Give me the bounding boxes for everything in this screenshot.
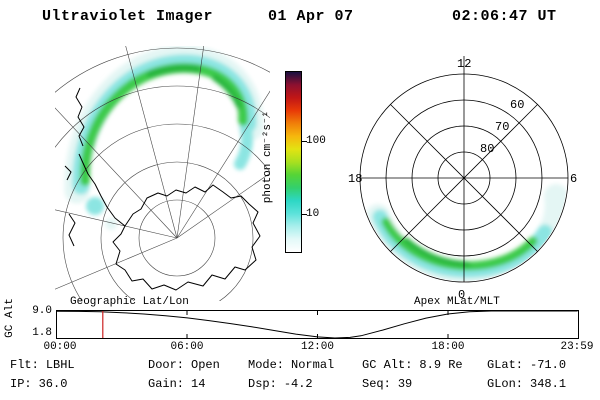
status-door-label: Door: bbox=[148, 358, 185, 372]
chart-frame bbox=[56, 310, 579, 339]
aurora-geographic bbox=[64, 46, 264, 230]
status-flt-value: LBHL bbox=[45, 358, 75, 372]
header-date: 01 Apr 07 bbox=[268, 8, 354, 25]
status-flt-label: Flt: bbox=[10, 358, 39, 372]
xtick-1800: 18:00 bbox=[431, 341, 465, 353]
polar-labels: 12 18 6 0 60 70 80 bbox=[348, 57, 577, 302]
xtick-0600: 06:00 bbox=[170, 341, 204, 353]
status-gain-label: Gain: bbox=[148, 377, 185, 391]
mlat-label-60: 60 bbox=[510, 98, 524, 112]
gc-alt-curve bbox=[56, 310, 578, 339]
geographic-grid bbox=[55, 46, 270, 301]
status-seq: Seq: 39 bbox=[362, 377, 412, 391]
status-door-value: Open bbox=[191, 358, 220, 372]
colorbar-tick-100-mark bbox=[302, 141, 307, 142]
header-time: 02:06:47 UT bbox=[452, 8, 557, 25]
status-glat-label: GLat: bbox=[487, 358, 524, 372]
aurora-polar bbox=[366, 184, 567, 281]
x-axis-ticks bbox=[186, 311, 449, 338]
geographic-map-panel bbox=[55, 46, 270, 301]
mlt-label-0: 0 bbox=[458, 288, 465, 302]
status-glon-value: 348.1 bbox=[530, 377, 567, 391]
colorbar-gradient bbox=[285, 71, 302, 253]
status-gain: Gain: 14 bbox=[148, 377, 205, 391]
mlat-label-80: 80 bbox=[480, 142, 494, 156]
status-gcalt-value: 8.9 Re bbox=[419, 358, 463, 372]
status-ip-value: 36.0 bbox=[38, 377, 68, 391]
status-ip: IP: 36.0 bbox=[10, 377, 67, 391]
status-door: Door: Open bbox=[148, 358, 220, 372]
left-panel-caption: Geographic Lat/Lon bbox=[70, 296, 189, 308]
status-flt: Flt: LBHL bbox=[10, 358, 75, 372]
mlat-label-70: 70 bbox=[495, 120, 509, 134]
coastline bbox=[64, 87, 261, 291]
xtick-2359: 23:59 bbox=[560, 341, 594, 353]
status-gain-value: 14 bbox=[191, 377, 206, 391]
status-gcalt: GC Alt: 8.9 Re bbox=[362, 358, 463, 372]
colorbar-tick-10-mark bbox=[302, 214, 307, 215]
ymin-tick-label: 1.8 bbox=[32, 327, 52, 339]
status-seq-label: Seq: bbox=[362, 377, 391, 391]
status-glat-value: -71.0 bbox=[530, 358, 567, 372]
xtick-0000: 00:00 bbox=[43, 341, 77, 353]
colorbar-tick-100: 100 bbox=[306, 135, 326, 147]
status-mode-value: Normal bbox=[291, 358, 335, 372]
right-panel-caption: Apex MLat/MLT bbox=[414, 296, 500, 308]
status-dsp: Dsp: -4.2 bbox=[248, 377, 313, 391]
page-title: Ultraviolet Imager bbox=[42, 8, 214, 25]
status-dsp-value: -4.2 bbox=[283, 377, 313, 391]
status-dsp-label: Dsp: bbox=[248, 377, 277, 391]
status-ip-label: IP: bbox=[10, 377, 32, 391]
mlt-label-12: 12 bbox=[457, 57, 471, 71]
status-gcalt-label: GC Alt: bbox=[362, 358, 413, 372]
status-mode-label: Mode: bbox=[248, 358, 285, 372]
polar-map-panel: 12 18 6 0 60 70 80 bbox=[348, 56, 577, 302]
status-mode: Mode: Normal bbox=[248, 358, 334, 372]
colorbar-tick-10: 10 bbox=[306, 208, 320, 220]
polar-grid bbox=[359, 56, 569, 283]
ymax-tick-label: 9.0 bbox=[32, 305, 52, 317]
xtick-1200: 12:00 bbox=[300, 341, 334, 353]
mlt-label-6: 6 bbox=[570, 172, 577, 186]
colorbar-label: photon cm⁻²s⁻¹ bbox=[262, 110, 274, 204]
status-glon-label: GLon: bbox=[487, 377, 524, 391]
status-seq-value: 39 bbox=[397, 377, 413, 391]
status-glon: GLon: 348.1 bbox=[487, 377, 566, 391]
gc-alt-axis-label: GC Alt bbox=[4, 298, 16, 338]
status-glat: GLat: -71.0 bbox=[487, 358, 566, 372]
orbit-strip-chart bbox=[56, 310, 579, 339]
mlt-label-18: 18 bbox=[348, 172, 362, 186]
